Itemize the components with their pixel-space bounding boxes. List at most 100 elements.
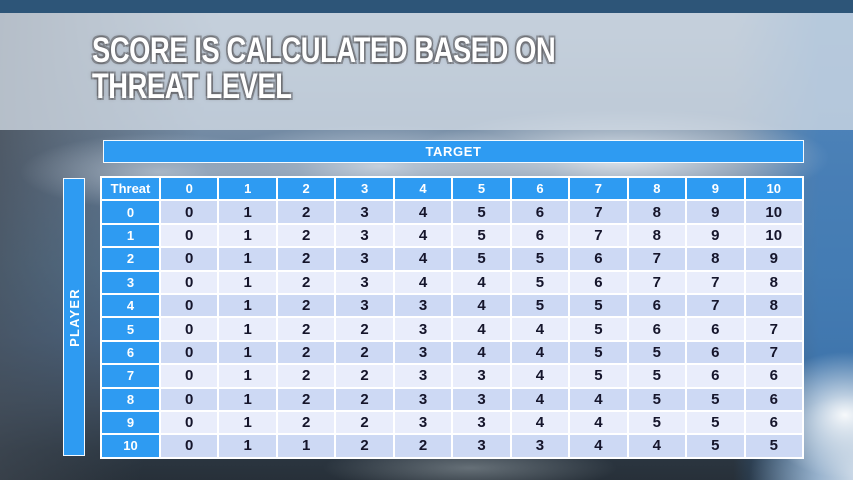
score-row: 10 0 1 1 2 2 3 3 4 4 5 5 [100, 433, 805, 459]
score-cell: 0 [158, 246, 220, 272]
score-cell: 1 [217, 292, 278, 319]
row-header: 10 [100, 433, 161, 459]
score-cell: 3 [451, 433, 512, 459]
score-cell: 2 [275, 339, 337, 366]
row-header: 5 [100, 316, 161, 342]
score-cell: 3 [392, 292, 454, 319]
column-header: 5 [451, 175, 512, 202]
column-header: 7 [568, 175, 629, 202]
score-cell: 5 [451, 199, 512, 225]
score-cell: 10 [743, 199, 805, 225]
score-cell: 5 [451, 222, 512, 249]
score-cell: 0 [158, 316, 220, 342]
score-cell: 7 [626, 246, 688, 272]
score-cell: 3 [334, 292, 395, 319]
score-cell: 2 [334, 409, 395, 436]
score-cell: 6 [685, 316, 746, 342]
score-cell: 4 [509, 386, 571, 412]
score-cell: 6 [743, 363, 805, 389]
score-cell: 5 [451, 246, 512, 272]
row-header: 6 [100, 339, 161, 366]
row-header: 9 [100, 409, 161, 436]
score-cell: 9 [743, 246, 805, 272]
score-cell: 4 [392, 269, 454, 295]
score-cell: 4 [509, 339, 571, 366]
score-cell: 2 [275, 386, 337, 412]
score-table: Threat 0 1 2 3 4 5 6 7 8 9 10 0 0 1 2 3 4 5 6 7 8 9 10 1 0 1 2 3 4 5… [100, 175, 805, 459]
score-cell: 3 [392, 339, 454, 366]
score-row: 1 0 1 2 3 4 5 6 7 8 9 10 [100, 222, 805, 249]
target-label: TARGET [425, 144, 482, 159]
score-cell: 2 [392, 433, 454, 459]
score-cell: 4 [392, 246, 454, 272]
score-cell: 3 [451, 409, 512, 436]
score-cell: 2 [275, 409, 337, 436]
score-cell: 3 [334, 199, 395, 225]
score-cell: 2 [334, 339, 395, 366]
score-cell: 5 [743, 433, 805, 459]
score-cell: 1 [217, 409, 278, 436]
score-cell: 4 [568, 409, 629, 436]
column-header: 8 [626, 175, 688, 202]
score-cell: 5 [685, 433, 746, 459]
row-header: 8 [100, 386, 161, 412]
score-cell: 4 [509, 363, 571, 389]
score-cell: 0 [158, 363, 220, 389]
column-header: 6 [509, 175, 571, 202]
score-cell: 1 [217, 269, 278, 295]
row-header: 0 [100, 199, 161, 225]
score-cell: 5 [509, 246, 571, 272]
score-row: 0 0 1 2 3 4 5 6 7 8 9 10 [100, 199, 805, 225]
target-header-banner: TARGET [103, 140, 804, 163]
score-cell: 1 [217, 433, 278, 459]
score-cell: 5 [685, 386, 746, 412]
score-cell: 2 [334, 386, 395, 412]
row-header: 1 [100, 222, 161, 249]
score-cell: 3 [509, 433, 571, 459]
header-row: Threat 0 1 2 3 4 5 6 7 8 9 10 [100, 175, 805, 202]
score-cell: 2 [275, 363, 337, 389]
score-cell: 2 [334, 363, 395, 389]
score-cell: 5 [568, 316, 629, 342]
score-cell: 8 [743, 292, 805, 319]
threat-corner-header: Threat [100, 175, 161, 202]
score-cell: 7 [685, 292, 746, 319]
score-cell: 1 [275, 433, 337, 459]
score-cell: 6 [509, 199, 571, 225]
player-label: PLAYER [66, 287, 82, 347]
score-cell: 0 [158, 433, 220, 459]
row-header: 3 [100, 269, 161, 295]
column-header: 1 [217, 175, 278, 202]
score-cell: 2 [275, 292, 337, 319]
score-cell: 3 [334, 269, 395, 295]
score-cell: 0 [158, 269, 220, 295]
score-cell: 4 [451, 292, 512, 319]
score-cell: 5 [568, 339, 629, 366]
score-cell: 5 [509, 292, 571, 319]
score-cell: 7 [568, 222, 629, 249]
column-header: 3 [334, 175, 395, 202]
column-header: 10 [743, 175, 805, 202]
score-cell: 2 [275, 269, 337, 295]
score-cell: 6 [568, 246, 629, 272]
score-cell: 5 [509, 269, 571, 295]
score-table-body: 0 0 1 2 3 4 5 6 7 8 9 10 1 0 1 2 3 4 5 6 7 8 9 10 2 0 1 2 3 4 5 5 6 7 8 9 3 0… [100, 199, 805, 459]
score-cell: 8 [626, 222, 688, 249]
row-header: 2 [100, 246, 161, 272]
row-header: 7 [100, 363, 161, 389]
column-header: 0 [158, 175, 220, 202]
score-cell: 6 [509, 222, 571, 249]
score-cell: 4 [568, 433, 629, 459]
column-header: 4 [392, 175, 454, 202]
score-cell: 3 [334, 222, 395, 249]
score-cell: 0 [158, 222, 220, 249]
score-cell: 2 [275, 246, 337, 272]
score-cell: 1 [217, 199, 278, 225]
score-cell: 5 [568, 292, 629, 319]
score-cell: 4 [451, 316, 512, 342]
score-cell: 3 [334, 246, 395, 272]
title-band: SCORE IS CALCULATED BASED ON THREAT LEVE… [0, 13, 853, 130]
